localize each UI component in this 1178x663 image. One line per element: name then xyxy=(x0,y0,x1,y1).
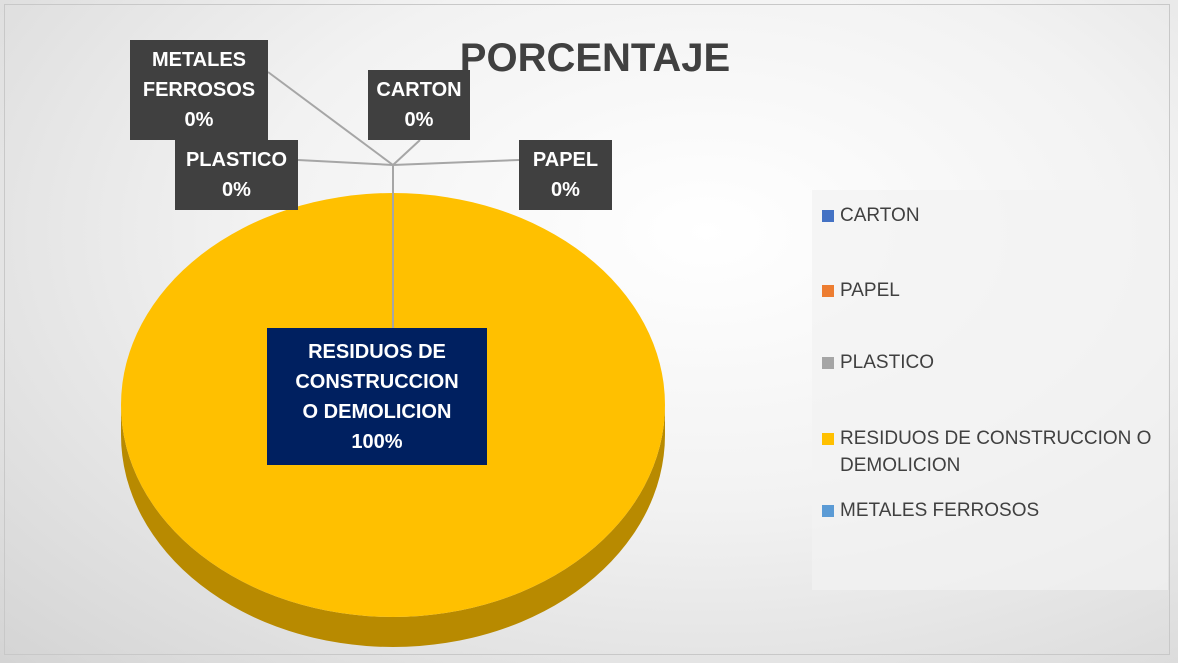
legend-item: CARTON xyxy=(822,202,1162,229)
legend: CARTON PAPEL PLASTICO RESIDUOS DE CONSTRUCC… xyxy=(812,190,1168,590)
legend-label: CARTON xyxy=(840,205,920,226)
data-label-value: 0% xyxy=(551,179,580,201)
data-label-category: PAPEL xyxy=(532,149,599,171)
data-label-value: 100% xyxy=(351,430,403,453)
data-label: RESIDUOS DE CONSTRUCCION O DEMOLICION 100… xyxy=(267,328,487,465)
legend-swatch xyxy=(822,505,834,517)
data-label: PLASTICO 0% xyxy=(175,140,298,210)
legend-item: PAPEL xyxy=(822,277,1162,304)
leader-line xyxy=(297,159,394,166)
legend-item: RESIDUOS DE CONSTRUCCION O DEMOLICION xyxy=(822,425,1162,479)
legend-item: PLASTICO xyxy=(822,349,1162,376)
data-label: CARTON 0% xyxy=(368,70,470,140)
data-label-category: RESIDUOS DE CONSTRUCCION O DEMOLICION xyxy=(295,340,459,423)
data-label-value: 0% xyxy=(222,179,251,201)
chart-title: PORCENTAJE xyxy=(459,36,731,80)
data-label-category: METALES FERROSOS xyxy=(142,49,256,101)
data-label: PAPEL 0% xyxy=(519,140,612,210)
legend-label: PAPEL xyxy=(840,280,900,301)
legend-swatch xyxy=(822,285,834,297)
legend-swatch xyxy=(822,210,834,222)
legend-label: PLASTICO xyxy=(840,352,934,373)
legend-swatch xyxy=(822,357,834,369)
leader-line xyxy=(392,159,520,166)
legend-item: METALES FERROSOS xyxy=(822,497,1162,524)
data-label-value: 0% xyxy=(404,109,434,131)
data-label: METALES FERROSOS 0% xyxy=(130,40,268,140)
data-label-category: PLASTICO xyxy=(185,149,288,171)
data-label-value: 0% xyxy=(184,109,214,131)
leader-line xyxy=(267,71,394,166)
legend-swatch xyxy=(822,433,834,445)
leader-line xyxy=(392,139,421,166)
legend-label: METALES FERROSOS xyxy=(840,500,1040,521)
chart-frame xyxy=(4,4,1170,655)
legend-label: RESIDUOS DE CONSTRUCCION O DEMOLICION xyxy=(840,428,1152,476)
data-label-category: CARTON xyxy=(376,79,462,101)
